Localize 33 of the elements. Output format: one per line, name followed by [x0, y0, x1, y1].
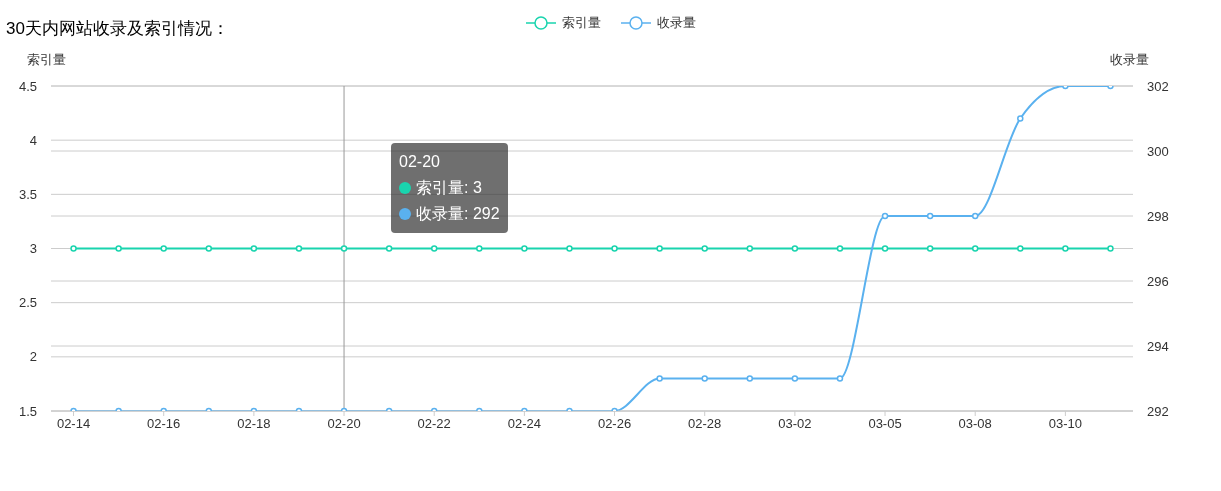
y-tick-label: 2 — [29, 349, 37, 365]
y2-tick-label: 296 — [1147, 273, 1169, 289]
x-tick-label: 02-18 — [237, 416, 271, 432]
x-tick-label: 02-22 — [417, 416, 451, 432]
x-tick-label: 02-28 — [688, 416, 722, 432]
legend-label: 索引量 — [561, 14, 601, 32]
y2-tick-label: 294 — [1147, 338, 1169, 354]
y2-axis-title: 收录量 — [1110, 52, 1149, 67]
x-tick-label: 03-08 — [958, 416, 992, 432]
x-tick-label: 02-20 — [327, 416, 361, 432]
annotation: 收录量: 292 — [416, 204, 500, 224]
x-tick-label: 02-16 — [147, 416, 181, 432]
chart-title: 30天内网站收录及索引情况： — [6, 19, 229, 38]
x-tick-label: 03-10 — [1048, 416, 1082, 432]
annotation: 02-20 — [399, 152, 440, 172]
y2-tick-label: 302 — [1147, 78, 1169, 94]
y2-tick-label: 292 — [1147, 403, 1169, 419]
y-tick-label: 4.5 — [18, 78, 37, 94]
y-tick-label: 4 — [29, 132, 37, 148]
y-tick-label: 1.5 — [18, 403, 37, 419]
x-tick-label: 03-05 — [868, 416, 902, 432]
y-tick-label: 3 — [29, 241, 37, 257]
y-tick-label: 2.5 — [18, 295, 37, 311]
x-tick-label: 02-14 — [56, 416, 91, 432]
x-tick-label: 03-02 — [778, 416, 812, 432]
x-tick-label: 02-26 — [597, 416, 632, 432]
x-tick-label: 02-24 — [507, 416, 541, 432]
legend-label: 收录量 — [656, 14, 696, 32]
y-axis-title: 索引量 — [27, 52, 66, 67]
y2-tick-label: 298 — [1147, 208, 1169, 224]
annotation: 索引量: 3 — [416, 178, 482, 198]
y2-tick-label: 300 — [1147, 143, 1169, 159]
y-tick-label: 3.5 — [18, 186, 37, 202]
